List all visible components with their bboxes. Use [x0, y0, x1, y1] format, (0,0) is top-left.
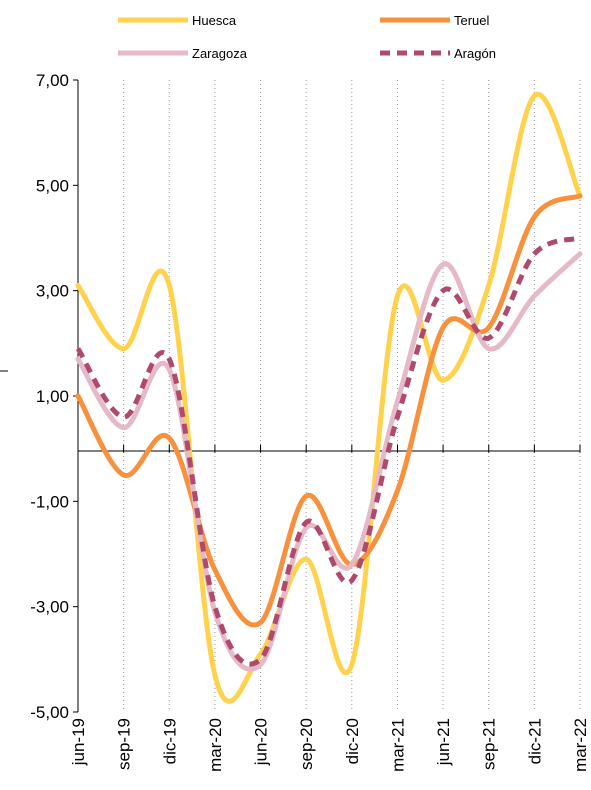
x-tick-label: jun-21: [434, 718, 453, 766]
y-tick-label: 3,00: [36, 282, 69, 301]
x-tick-label: mar-20: [206, 718, 225, 772]
x-tick-label: mar-21: [388, 718, 407, 772]
x-tick-label: dic-20: [343, 718, 362, 764]
y-tick-label: 5,00: [36, 176, 69, 195]
x-tick-label: jun-19: [69, 718, 88, 766]
series-line-huesca: [75, 91, 583, 704]
x-tick-label: mar-22: [571, 718, 590, 772]
legend: Huesca Teruel Zaragoza Aragón: [118, 13, 496, 61]
series-line-teruel: [75, 193, 583, 628]
y-tick-label: 7,00: [36, 71, 69, 90]
legend-label: Huesca: [192, 13, 237, 28]
x-tick-label: jun-20: [252, 718, 271, 766]
x-tick-label: sep-19: [115, 718, 134, 770]
x-tick-label: sep-20: [297, 718, 316, 770]
y-ticks: 7,00 5,00 3,00 1,00 -1,00 -3,00 -5,00: [30, 71, 78, 722]
y-tick-label: -1,00: [30, 492, 69, 511]
x-tick-label: dic-19: [160, 718, 179, 764]
axes: [0, 80, 580, 712]
x-tick-label: dic-21: [525, 718, 544, 764]
series-group: [75, 91, 583, 704]
x-tick-label: sep-21: [480, 718, 499, 770]
series-line-zaragoza: [75, 251, 583, 672]
legend-label: Zaragoza: [192, 46, 248, 61]
legend-label: Teruel: [454, 13, 490, 28]
series-line-aragn: [75, 235, 581, 667]
y-tick-label: -5,00: [30, 703, 69, 722]
y-tick-label: 1,00: [36, 387, 69, 406]
legend-label: Aragón: [454, 46, 496, 61]
y-tick-label: -3,00: [30, 598, 69, 617]
x-ticks: jun-19 sep-19 dic-19 mar-20 jun-20 sep-20 dic-…: [69, 444, 590, 772]
